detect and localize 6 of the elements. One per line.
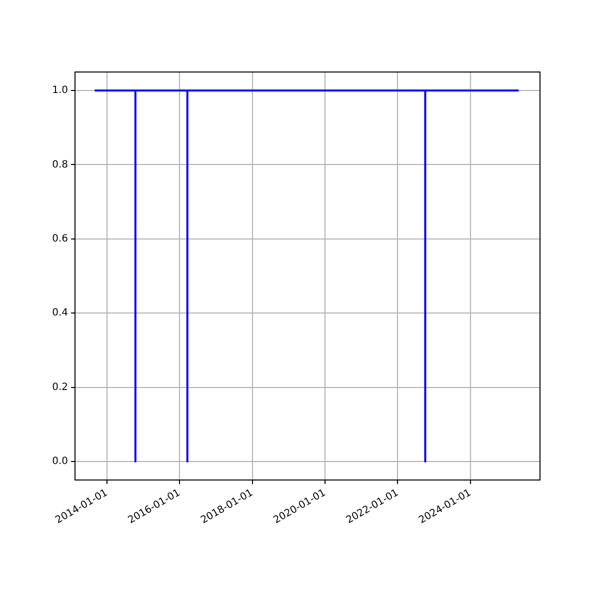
y-tick-label: 0.4 xyxy=(52,308,68,319)
y-tick-label: 1.0 xyxy=(52,85,68,96)
y-tick-label: 0.0 xyxy=(52,456,68,468)
y-tick-label: 0.6 xyxy=(52,234,68,245)
y-tick-label: 0.8 xyxy=(52,159,68,170)
y-tick-label: 0.2 xyxy=(52,382,68,393)
